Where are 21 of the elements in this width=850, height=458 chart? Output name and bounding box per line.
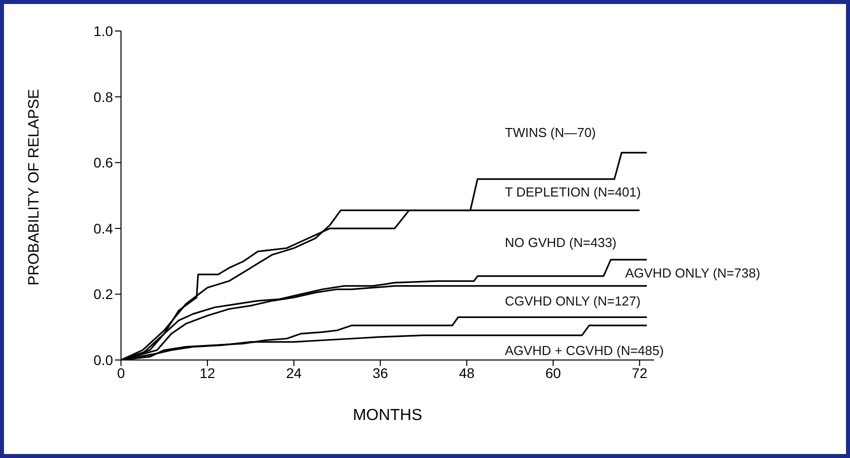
x-axis-title: MONTHS: [352, 407, 422, 424]
y-tick-label: 0.8: [94, 88, 114, 105]
text: TWINS (N—70): [504, 125, 596, 140]
series-label: T DEPLETION (N=401): [504, 184, 641, 200]
y-axis-title: PROBABILITY OF RELAPSE: [25, 89, 42, 286]
x-tick-label: 36: [372, 364, 388, 381]
x-tick-label: 72: [632, 364, 648, 381]
x-tick-label: 48: [458, 364, 475, 381]
series-label: NO GVHD (N=433): [504, 235, 617, 250]
x-tick-label: 0: [117, 364, 126, 381]
y-tick-label: 0.2: [94, 286, 114, 302]
y-tick-label: 1.0: [94, 22, 114, 39]
y-tick-label: 0.6: [94, 154, 114, 171]
y-tick-label: 0.4: [94, 220, 114, 236]
series-label: AGVHD ONLY (N=738): [625, 265, 760, 280]
x-tick-label: 12: [200, 364, 216, 381]
x-tick-label: 24: [286, 364, 302, 381]
x-tick-label: 60: [545, 364, 562, 381]
series-label: AGVHD + CGVHD (N=485): [504, 342, 664, 358]
series-label: CGVHD ONLY (N=127): [504, 294, 641, 309]
y-tick-label: 0.0: [94, 352, 114, 368]
